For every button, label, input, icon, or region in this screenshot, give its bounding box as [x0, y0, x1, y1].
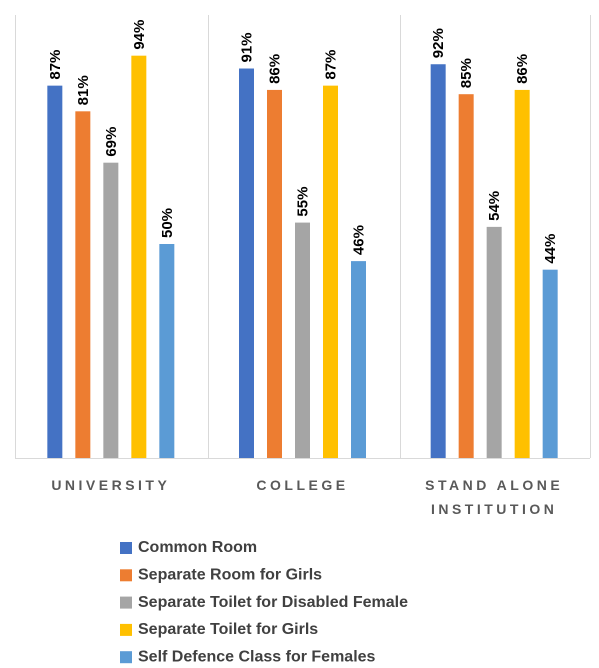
- bar: [351, 261, 366, 458]
- x-tick-label: COLLEGE: [256, 477, 349, 493]
- bar: [131, 55, 147, 459]
- bar: [159, 244, 175, 458]
- plot-frame: [15, 15, 591, 459]
- value-label: 87%: [47, 50, 64, 80]
- value-label: 85%: [458, 58, 475, 88]
- value-label: 91%: [238, 32, 255, 62]
- legend-label: Self Defence Class for Females: [138, 648, 376, 665]
- bar: [267, 89, 282, 459]
- legend-label: Separate Room for Girls: [138, 567, 322, 584]
- bar: [47, 85, 63, 458]
- x-tick-label: STAND ALONE INSTITUTION: [425, 477, 564, 517]
- bar: [75, 111, 91, 458]
- legend-swatch: [120, 569, 132, 582]
- bar: [239, 68, 254, 459]
- bar: [514, 89, 530, 459]
- legend-label: Separate Toilet for Girls: [138, 621, 318, 638]
- value-label: 54%: [486, 191, 503, 221]
- value-label: 87%: [322, 50, 339, 80]
- bar: [542, 269, 558, 458]
- bar: [486, 226, 502, 458]
- legend-swatch: [120, 651, 132, 664]
- value-label: 50%: [159, 208, 176, 238]
- value-label: 86%: [266, 54, 283, 84]
- legend-label: Common Room: [138, 539, 257, 556]
- value-label: 86%: [514, 54, 531, 84]
- bar: [458, 94, 474, 458]
- legend-swatch: [120, 596, 132, 609]
- legend-swatch: [120, 623, 132, 636]
- legend-label: Separate Toilet for Disabled Female: [138, 594, 408, 611]
- bar: [323, 85, 338, 458]
- value-label: 55%: [294, 187, 311, 217]
- value-label: 92%: [430, 28, 447, 58]
- value-label: 46%: [350, 225, 367, 255]
- value-label: 81%: [75, 75, 92, 105]
- bar: [103, 162, 119, 458]
- bar: [295, 222, 310, 458]
- legend-swatch: [120, 542, 132, 554]
- value-label: 44%: [542, 234, 559, 264]
- value-label: 94%: [131, 20, 148, 50]
- bar: [430, 64, 446, 459]
- x-tick-label: UNIVERSITY: [51, 477, 171, 493]
- value-label: 69%: [103, 127, 120, 157]
